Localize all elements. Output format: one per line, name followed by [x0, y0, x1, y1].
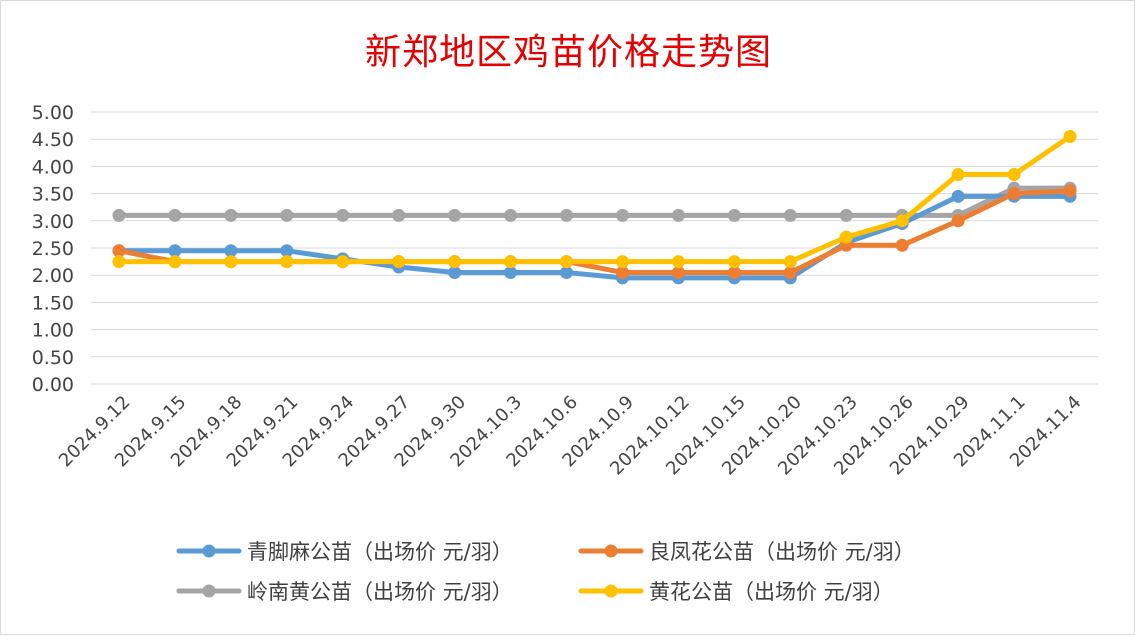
data-point	[168, 244, 182, 258]
legend-item: 青脚麻公苗（出场价 元/羽）	[176, 540, 513, 564]
data-point	[392, 255, 406, 269]
legend-label: 黄花公苗（出场价 元/羽）	[649, 580, 894, 604]
series-layer	[112, 129, 1077, 285]
data-point	[727, 265, 741, 279]
data-point	[224, 255, 238, 269]
legend-item: 岭南黄公苗（出场价 元/羽）	[176, 580, 513, 604]
data-point	[895, 214, 909, 228]
data-point	[112, 208, 126, 222]
data-point	[615, 265, 629, 279]
data-point	[448, 208, 462, 222]
data-point	[951, 168, 965, 182]
data-point	[671, 208, 685, 222]
data-point	[615, 255, 629, 269]
data-point	[895, 238, 909, 252]
legend-item: 黄花公苗（出场价 元/羽）	[578, 580, 894, 604]
data-point	[727, 255, 741, 269]
series-line	[112, 181, 1077, 222]
legend-swatch-marker	[202, 584, 216, 598]
legend-swatch-marker	[604, 544, 618, 558]
data-point	[112, 244, 126, 258]
data-point	[504, 208, 518, 222]
legend-label: 良凤花公苗（出场价 元/羽）	[649, 540, 915, 564]
data-point	[560, 255, 574, 269]
series-path	[116, 193, 1073, 281]
data-point	[1007, 168, 1021, 182]
data-point	[448, 255, 462, 269]
data-point	[280, 255, 294, 269]
data-point	[336, 208, 350, 222]
y-tick-label: 2.00	[32, 265, 74, 287]
series-line	[112, 189, 1077, 285]
y-tick-label: 2.50	[32, 238, 74, 260]
data-point	[615, 208, 629, 222]
data-point	[951, 214, 965, 228]
y-tick-label: 5.00	[32, 102, 74, 124]
data-point	[1007, 187, 1021, 201]
data-point	[280, 208, 294, 222]
legend-swatch-marker	[604, 584, 618, 598]
data-point	[392, 208, 406, 222]
data-point	[560, 265, 574, 279]
data-point	[336, 255, 350, 269]
y-tick-label: 3.50	[32, 184, 74, 206]
data-point	[224, 244, 238, 258]
legend-label: 青脚麻公苗（出场价 元/羽）	[247, 540, 513, 564]
data-point	[112, 255, 126, 269]
data-point	[727, 208, 741, 222]
x-axis-ticks: 2024.9.122024.9.152024.9.182024.9.212024…	[55, 392, 1086, 480]
y-tick-label: 0.50	[32, 347, 74, 369]
data-point	[783, 208, 797, 222]
data-point	[951, 189, 965, 203]
data-point	[671, 265, 685, 279]
data-point	[839, 208, 853, 222]
y-tick-label: 3.00	[32, 211, 74, 233]
legend: 青脚麻公苗（出场价 元/羽） 良凤花公苗（出场价 元/羽） 岭南黄公苗（出场价 元/…	[176, 540, 915, 604]
data-point	[168, 208, 182, 222]
grid-lines	[91, 111, 1098, 385]
legend-label: 岭南黄公苗（出场价 元/羽）	[247, 580, 513, 604]
y-axis-ticks: 0.00 0.50 1.00 1.50 2.00 2.50 3.00 3.50 4.00 4.50…	[32, 102, 74, 396]
data-point	[224, 208, 238, 222]
data-point	[783, 255, 797, 269]
data-point	[560, 208, 574, 222]
y-tick-label: 4.50	[32, 129, 74, 151]
data-point	[280, 244, 294, 258]
y-tick-label: 0.00	[32, 374, 74, 396]
data-point	[783, 265, 797, 279]
series-path	[116, 133, 1073, 265]
legend-item: 良凤花公苗（出场价 元/羽）	[578, 540, 915, 564]
y-tick-label: 1.50	[32, 292, 74, 314]
data-point	[1063, 184, 1077, 198]
data-point	[168, 255, 182, 269]
data-point	[671, 255, 685, 269]
legend-swatch-marker	[202, 544, 216, 558]
series-line	[112, 129, 1077, 269]
data-point	[504, 255, 518, 269]
data-point	[1063, 129, 1077, 143]
data-point	[504, 265, 518, 279]
chart-title: 新郑地区鸡苗价格走势图	[364, 32, 772, 73]
y-tick-label: 4.00	[32, 156, 74, 178]
y-tick-label: 1.00	[32, 320, 74, 342]
data-point	[839, 230, 853, 244]
data-point	[448, 265, 462, 279]
